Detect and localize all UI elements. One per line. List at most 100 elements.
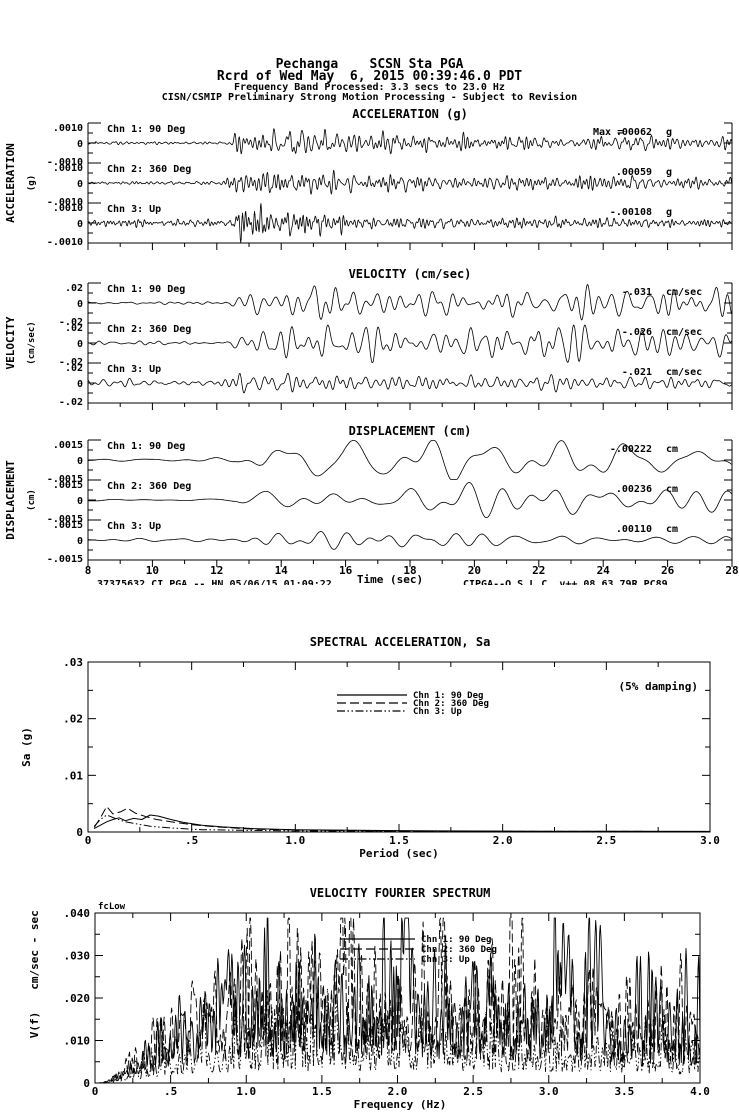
x-tick-label: 2.5: [463, 1085, 483, 1098]
sa-x-axis-label: Period (sec): [359, 847, 438, 860]
y-tick-label: .01: [63, 769, 83, 782]
y-zero-label: 0: [77, 456, 83, 467]
max-unit: cm: [666, 444, 678, 455]
channel-label: Chn 1: 90 Deg: [107, 124, 185, 135]
side-label-0: ACCELERATION: [4, 143, 17, 222]
channel-label: Chn 3: Up: [107, 364, 161, 375]
header-station-line: Pechanga SCSN Sta PGA: [275, 57, 464, 72]
legend-label-2: Chn 2: 360 Deg: [413, 699, 489, 709]
x-tick-label: 26: [661, 564, 675, 577]
side-unit-0: (g): [27, 175, 37, 191]
header-record-time-line: Rcrd of Wed May 6, 2015 00:39:46.0 PDT: [216, 69, 523, 84]
damping-annotation: (5% damping): [619, 680, 698, 693]
y-bottom-label: -.02: [59, 317, 83, 328]
max-value: -.00222: [610, 444, 652, 455]
y-zero-label: 0: [77, 219, 83, 230]
max-value: .00059: [616, 167, 652, 178]
x-tick-label: 2.0: [388, 1085, 408, 1098]
y-zero-label: 0: [77, 496, 83, 507]
x-tick-label: .5: [164, 1085, 177, 1098]
y-top-label: .0015: [53, 520, 83, 531]
plot-frame: [87, 661, 711, 833]
sa-y-axis-label: Sa (g): [20, 727, 33, 767]
trace-g1-chn3: [87, 372, 733, 394]
channel-label: Chn 2: 360 Deg: [107, 481, 191, 492]
y-zero-label: 0: [77, 339, 83, 350]
x-tick-label: 1.0: [236, 1085, 256, 1098]
time-history-chart: ACCELERATION (g) ACCELERATION (g) .0010 0 -.0…: [4, 107, 739, 585]
y-bottom-label: -.0015: [47, 554, 83, 565]
y-tick-label: 0: [83, 1077, 90, 1090]
legend-label-1: Chn 1: 90 Deg: [421, 935, 491, 945]
fourier-x-axis-label: Frequency (Hz): [354, 1098, 447, 1111]
y-bottom-label: -.0015: [47, 474, 83, 485]
y-bottom-label: -.0010: [47, 237, 83, 248]
y-top-label: .0015: [53, 440, 83, 451]
x-tick-label: 1.0: [285, 834, 305, 847]
max-value: .00110: [616, 524, 652, 535]
channel-label: Chn 2: 360 Deg: [107, 164, 191, 175]
x-tick-label: 16: [339, 564, 353, 577]
y-top-label: .02: [65, 283, 83, 294]
fourier-y-axis-unit-label: cm/sec - sec: [28, 910, 41, 989]
side-unit-1: (cm/sec): [27, 321, 37, 364]
x-tick-label: 4.0: [690, 1085, 710, 1098]
channel-label: Chn 1: 90 Deg: [107, 441, 185, 452]
x-tick-label: 3.0: [539, 1085, 559, 1098]
group-title-2: DISPLACEMENT (cm): [349, 424, 472, 438]
max-unit: g: [666, 127, 672, 138]
x-tick-label: 1.5: [312, 1085, 332, 1098]
max-value: -.026: [622, 327, 652, 338]
max-unit: cm/sec: [666, 327, 702, 338]
x-tick-label: 10: [146, 564, 159, 577]
x-tick-label: 12: [210, 564, 223, 577]
trace-g0-chn2: [87, 169, 733, 195]
y-tick-label: .03: [63, 656, 83, 669]
legend-label-3: Chn 3: Up: [413, 707, 462, 717]
side-label-1: VELOCITY: [4, 316, 17, 369]
x-tick-label: 3.0: [700, 834, 720, 847]
fourier-y-axis-label: V(f): [28, 1012, 41, 1039]
y-bottom-label: -.02: [59, 357, 83, 368]
trace-g2-chn1: [88, 440, 733, 480]
y-tick-label: 0: [76, 826, 83, 839]
channel-label: Chn 3: Up: [107, 521, 161, 532]
channel-label: Chn 1: 90 Deg: [107, 284, 185, 295]
trace-g2-chn2: [87, 482, 733, 519]
x-tick-label: 0: [85, 834, 92, 847]
max-unit: cm/sec: [666, 367, 702, 378]
trace-g1-chn1: [87, 284, 733, 321]
fourier-curve-chn3: [98, 988, 701, 1084]
max-value: -.00108: [610, 207, 652, 218]
max-prefix: Max =: [593, 127, 623, 138]
sa-curve-chn1: [93, 814, 711, 832]
x-tick-label: 22: [532, 564, 545, 577]
x-tick-label: 2.5: [596, 834, 616, 847]
x-tick-label: 0: [92, 1085, 99, 1098]
max-unit: cm: [666, 524, 678, 535]
trace-g2-chn3: [88, 531, 733, 550]
y-top-label: .0015: [53, 480, 83, 491]
legend-label-2: Chn 2: 360 Deg: [421, 945, 497, 955]
footer-left: 37375632.CI.PGA.--.HN 05/06/15 01:09:22: [97, 579, 332, 585]
fourier-curve-chn1: [97, 917, 701, 1084]
legend-label-3: Chn 3: Up: [421, 955, 470, 965]
max-value: .00062: [616, 127, 652, 138]
sa-curve-chn2: [93, 806, 711, 832]
y-bottom-label: -.0010: [47, 197, 83, 208]
y-zero-label: 0: [77, 179, 83, 190]
y-tick-label: .030: [64, 950, 91, 963]
x-tick-label: 24: [597, 564, 611, 577]
y-tick-label: .010: [64, 1035, 91, 1048]
max-unit: cm/sec: [666, 287, 702, 298]
group-title-1: VELOCITY (cm/sec): [349, 267, 472, 281]
x-tick-label: 3.5: [614, 1085, 634, 1098]
x-tick-label: 1.5: [389, 834, 409, 847]
legend-label-1: Chn 1: 90 Deg: [413, 691, 483, 701]
y-zero-label: 0: [77, 536, 83, 547]
trace-g0-chn3: [87, 203, 733, 243]
max-value: -.021: [622, 367, 652, 378]
header-disclaimer-line: CISN/CSMIP Preliminary Strong Motion Pro…: [161, 92, 578, 103]
fclow-annotation: fcLow: [98, 902, 126, 912]
